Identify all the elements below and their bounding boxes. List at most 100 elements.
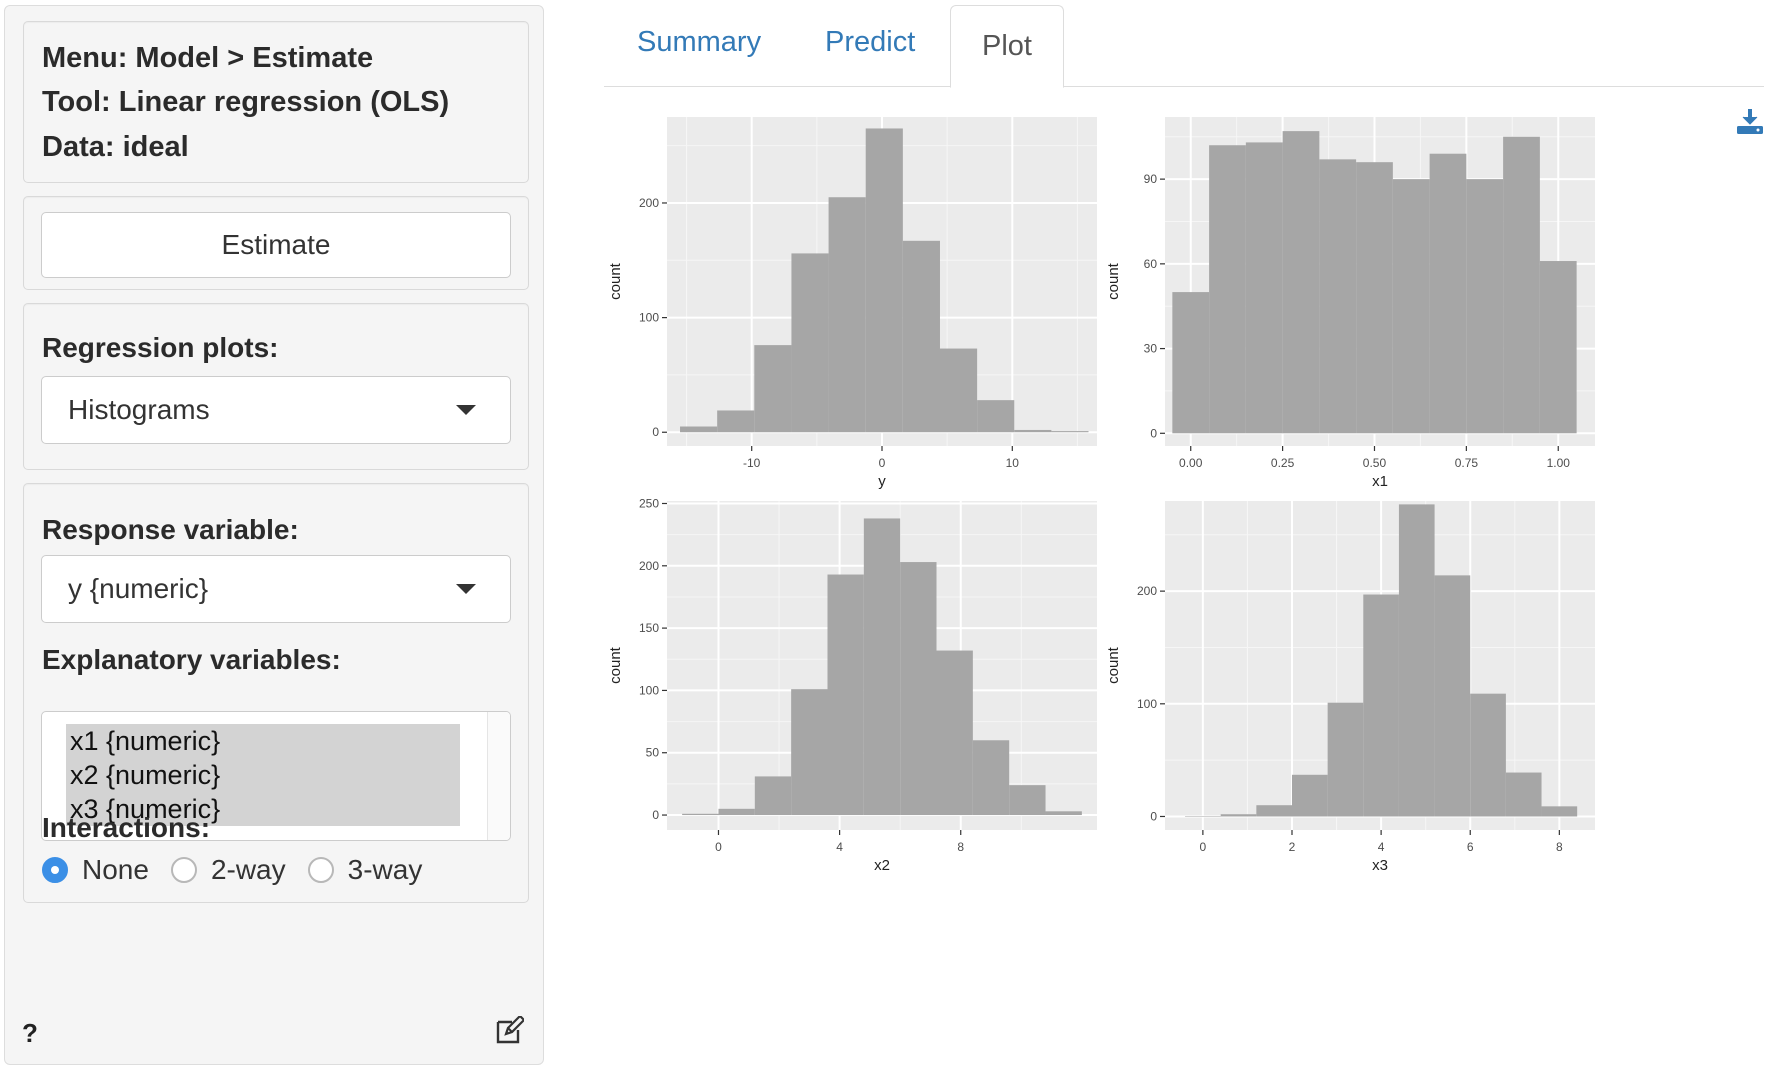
- histogram-bar: [900, 562, 937, 816]
- histogram-bar: [1014, 429, 1052, 433]
- y-tick-label: 30: [1144, 342, 1158, 356]
- histogram-bar: [791, 689, 828, 816]
- explanatory-option-x3[interactable]: x3 {numeric}: [70, 794, 221, 824]
- download-icon[interactable]: [1736, 107, 1764, 135]
- tool-info: Tool: Linear regression (OLS): [42, 86, 450, 118]
- histogram-bar: [791, 253, 829, 433]
- histogram-bar: [1291, 774, 1328, 817]
- histogram-bar: [1009, 785, 1046, 816]
- histogram-bar: [754, 776, 792, 816]
- histogram-bar: [936, 650, 973, 816]
- histogram-bar: [902, 240, 940, 433]
- y-tick-label: 90: [1144, 172, 1158, 186]
- tab-bar: Summary Predict Plot: [604, 0, 1764, 88]
- radio-empty-icon: [170, 857, 197, 883]
- x-tick-label: 0.75: [1455, 456, 1479, 470]
- histogram-bar: [977, 400, 1015, 433]
- explanatory-option-x1[interactable]: x1 {numeric}: [70, 726, 221, 756]
- histogram-bar: [717, 410, 755, 433]
- tab-divider: [604, 86, 1764, 87]
- x-tick-label: 4: [1378, 840, 1385, 854]
- x-tick-label: 2: [1289, 840, 1296, 854]
- explanatory-variables-select[interactable]: x1 {numeric} x2 {numeric} x3 {numeric}: [41, 711, 511, 841]
- x-tick-label: 6: [1467, 840, 1474, 854]
- histogram-bar: [1363, 594, 1399, 817]
- histogram-bar: [1434, 575, 1471, 817]
- histogram-x1: 0.00 0.25 0.50 0.75 1.00 0 30 60 90 x1 count: [1105, 117, 1595, 490]
- x-tick-label: 0.25: [1271, 456, 1295, 470]
- edit-icon[interactable]: [494, 1016, 524, 1046]
- explanatory-variables-label: Explanatory variables:: [42, 644, 341, 675]
- y-tick-label: 200: [1137, 584, 1157, 598]
- regression-plots-value: Histograms: [68, 394, 210, 425]
- histogram-bar: [939, 348, 978, 433]
- explanatory-options: x1 {numeric} x2 {numeric} x3 {numeric}: [66, 724, 460, 826]
- response-variable-select[interactable]: y {numeric}: [41, 555, 511, 623]
- y-tick-label: 100: [1137, 697, 1157, 711]
- interactions-label: Interactions:: [42, 812, 211, 843]
- y-tick-label: 60: [1144, 257, 1158, 271]
- histogram-bar: [754, 345, 792, 433]
- x-tick-label: 0.50: [1363, 456, 1387, 470]
- histogram-bar: [1392, 179, 1430, 434]
- tab-summary[interactable]: Summary: [637, 26, 762, 58]
- histogram-bar: [865, 128, 903, 433]
- variables-panel: Response variable: y {numeric} Explanato…: [23, 483, 529, 903]
- histogram-bar: [1051, 431, 1089, 433]
- histogram-x2: 0 4 8 0 50 100 150 200 250 x2 count: [607, 496, 1097, 874]
- y-tick-label: 0: [652, 425, 659, 439]
- y-axis-label: count: [1105, 262, 1122, 300]
- interaction-radio-none[interactable]: None: [42, 854, 149, 886]
- x-tick-label: 8: [957, 840, 964, 854]
- x-axis-label: x2: [874, 857, 890, 874]
- histogram-bar: [1220, 814, 1257, 817]
- histogram-bar: [1470, 693, 1506, 817]
- y-axis-label: count: [607, 646, 624, 684]
- y-tick-label: 0: [1150, 809, 1157, 823]
- response-variable-label: Response variable:: [42, 514, 299, 545]
- y-tick-label: 0: [652, 808, 659, 822]
- histogram-bar: [972, 740, 1010, 816]
- x-tick-label: 0.00: [1179, 456, 1203, 470]
- explanatory-option-x2[interactable]: x2 {numeric}: [70, 760, 221, 790]
- tab-plot[interactable]: Plot: [950, 5, 1064, 88]
- help-icon[interactable]: ?: [22, 1018, 38, 1048]
- y-tick-label: 200: [639, 559, 659, 573]
- histogram-bar: [1319, 159, 1357, 434]
- x-tick-label: 0: [879, 456, 886, 470]
- x-tick-label: -10: [743, 456, 761, 470]
- histogram-bar: [827, 574, 864, 816]
- histogram-bar: [1539, 261, 1577, 434]
- x-axis-label: y: [878, 473, 886, 490]
- estimate-panel: Estimate: [23, 196, 529, 290]
- histogram-bar: [1503, 136, 1540, 434]
- interactions-radio-group: None 2-way 3-way: [42, 852, 444, 888]
- x-tick-label: 1.00: [1547, 456, 1571, 470]
- y-tick-label: 100: [639, 311, 659, 325]
- histogram-bar: [1541, 806, 1578, 817]
- x-tick-label: 10: [1006, 456, 1020, 470]
- response-variable-value: y {numeric}: [68, 573, 209, 604]
- histogram-bar: [1256, 805, 1292, 817]
- histogram-bar: [1466, 179, 1504, 434]
- regression-plots-select[interactable]: Histograms: [41, 376, 511, 444]
- estimate-button[interactable]: Estimate: [41, 212, 511, 278]
- interaction-radio-2way[interactable]: 2-way: [170, 854, 286, 886]
- x-axis-label: x3: [1372, 857, 1388, 874]
- interaction-label-2way: 2-way: [210, 854, 286, 885]
- plots-panel: Regression plots: Histograms: [23, 303, 529, 470]
- menu-info: Menu: Model > Estimate: [42, 42, 374, 74]
- histogram-bar: [1185, 816, 1221, 817]
- scrollbar[interactable]: [487, 712, 510, 840]
- histogram-bar: [682, 813, 719, 816]
- histogram-bar: [1172, 292, 1210, 434]
- x-tick-label: 8: [1556, 840, 1563, 854]
- chevron-down-icon: [456, 405, 476, 415]
- histogram-bar: [1327, 702, 1364, 817]
- x-tick-label: 4: [836, 840, 843, 854]
- radio-selected-icon: [42, 857, 68, 883]
- histogram-bar: [1429, 153, 1467, 434]
- tab-predict[interactable]: Predict: [825, 26, 916, 58]
- interaction-radio-3way[interactable]: 3-way: [307, 854, 422, 886]
